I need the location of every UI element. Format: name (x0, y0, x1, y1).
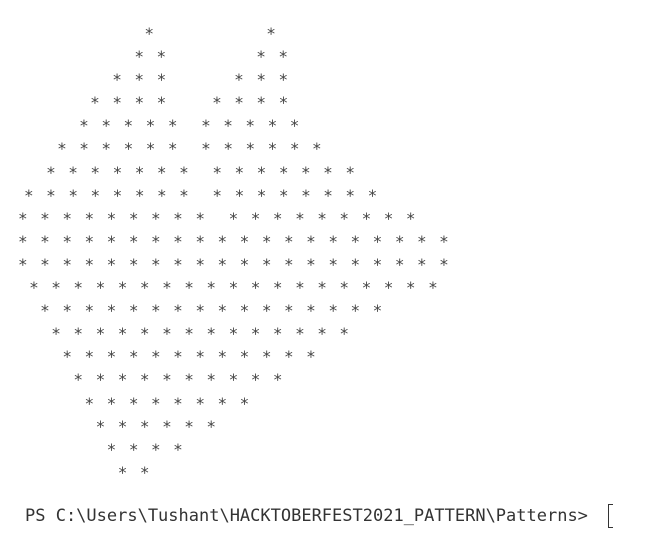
pattern-line: * * * * * * * * * * * * * * * * * * * * (18, 230, 450, 253)
pattern-line: * * * * * * * * * * * * * * * * (18, 184, 450, 207)
pattern-line: * * * * * * * * * * * * * * * * * * (18, 207, 450, 230)
prompt-path: PS C:\Users\Tushant\HACKTOBERFEST2021_PA… (25, 506, 598, 526)
pattern-line: * * * * * * * * * * * * * * * * * * * * (18, 253, 450, 276)
pattern-line: * * * * * * * * * * (18, 368, 450, 391)
pattern-line: * * * * * * (18, 68, 450, 91)
pattern-line: * * * * * * * * * * * * * * (18, 161, 450, 184)
command-prompt[interactable]: PS C:\Users\Tushant\HACKTOBERFEST2021_PA… (25, 503, 613, 529)
pattern-line: * * * * * * * * (18, 392, 450, 415)
pattern-line: * * * * * * * * * * * * * * * * (18, 299, 450, 322)
pattern-line: * * (18, 461, 450, 484)
text-cursor (608, 504, 613, 528)
pattern-line: * * * * * * * * * * * * (18, 137, 450, 160)
pattern-line: * * * * * * * * * * * * * * * * * * * (18, 276, 450, 299)
pattern-line: * * * * * * * * * * * * * * (18, 322, 450, 345)
pattern-line: * * * * * * (18, 415, 450, 438)
pattern-line: * * * * (18, 438, 450, 461)
pattern-line: * * (18, 22, 450, 45)
pattern-line: * * * * * * * * (18, 91, 450, 114)
pattern-line: * * * * * * * * * * * * (18, 345, 450, 368)
pattern-line: * * * * (18, 45, 450, 68)
pattern-line: * * * * * * * * * * (18, 114, 450, 137)
heart-star-pattern: * * * * * * * * * * * * * * * * * * * * … (18, 22, 450, 484)
